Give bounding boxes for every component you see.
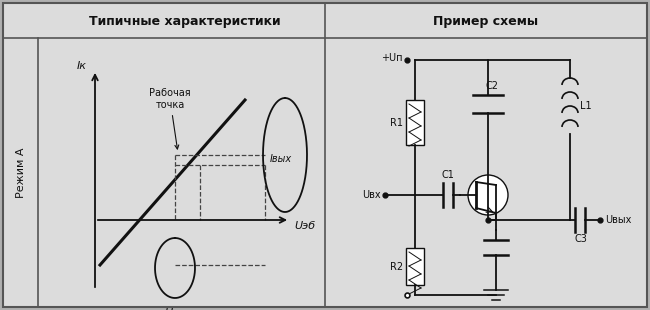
Text: Uвых: Uвых <box>605 215 631 225</box>
Text: +Uп: +Uп <box>382 53 403 63</box>
Text: Iк: Iк <box>77 61 87 71</box>
Text: Режим А: Режим А <box>16 148 26 198</box>
Text: Uэб: Uэб <box>294 221 315 231</box>
Text: C1: C1 <box>441 170 454 180</box>
Text: R1: R1 <box>390 117 403 127</box>
Text: C2: C2 <box>486 81 499 91</box>
Text: Uвх: Uвх <box>363 190 381 200</box>
Text: Типичные характеристики: Типичные характеристики <box>89 15 281 28</box>
Text: L1: L1 <box>580 101 592 111</box>
Text: Рабочая
точка: Рабочая точка <box>150 88 191 149</box>
Text: Uвх: Uвх <box>164 308 186 310</box>
Bar <box>406 248 424 285</box>
Circle shape <box>468 175 508 215</box>
Text: Iвых: Iвых <box>270 154 292 164</box>
Text: R2: R2 <box>390 262 403 272</box>
Bar <box>406 100 424 145</box>
Text: Пример схемы: Пример схемы <box>434 15 539 28</box>
Text: C3: C3 <box>575 234 588 244</box>
